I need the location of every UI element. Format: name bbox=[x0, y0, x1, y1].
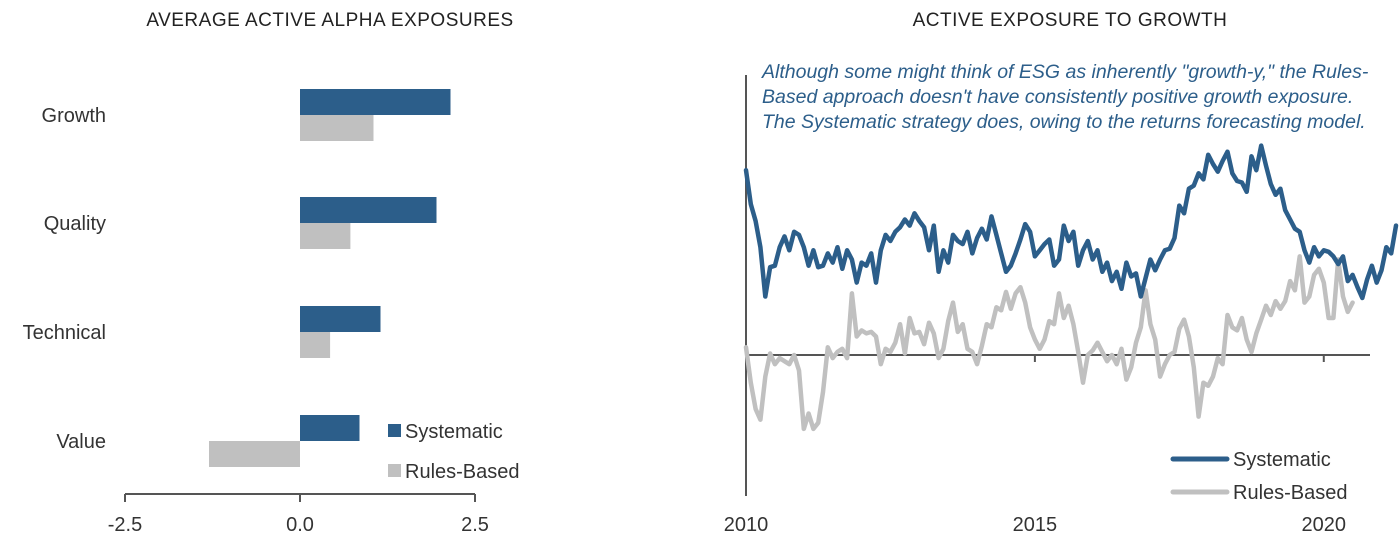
bar-value-rules-based bbox=[209, 441, 300, 467]
series-line-rules-based bbox=[743, 254, 1355, 432]
category-label: Value bbox=[56, 431, 106, 453]
category-label: Quality bbox=[44, 213, 106, 235]
bar-quality-rules-based bbox=[300, 223, 351, 249]
legend-label: Systematic bbox=[1233, 449, 1331, 471]
x-tick-label: 2.5 bbox=[461, 514, 489, 536]
growth-line-chart: 2010 2015 2020 Systematic Rules-Based bbox=[724, 75, 1399, 536]
legend-label: Systematic bbox=[405, 421, 503, 443]
bar-technical-rules-based bbox=[300, 332, 331, 358]
x-tick-label: 2010 bbox=[724, 514, 769, 536]
exposures-panel: AVERAGE ACTIVE ALPHA EXPOSURES Growth Qua… bbox=[0, 0, 660, 557]
category-label: Growth bbox=[42, 105, 106, 127]
legend-label: Rules-Based bbox=[1233, 482, 1348, 504]
bar-growth-rules-based bbox=[300, 115, 374, 141]
growth-chart-title: ACTIVE EXPOSURE TO GROWTH bbox=[912, 10, 1228, 31]
bar-value-systematic bbox=[300, 415, 360, 441]
series-line-systematic bbox=[743, 143, 1399, 301]
legend-swatch bbox=[388, 464, 401, 477]
exposures-bar-chart: Growth Quality Technical Value -2.5 0.0 2.5 Sys… bbox=[23, 89, 520, 536]
growth-panel: ACTIVE EXPOSURE TO GROWTH 2010 2015 2020 Sy… bbox=[660, 0, 1399, 557]
bar-growth-systematic bbox=[300, 89, 451, 115]
category-label: Technical bbox=[23, 322, 106, 344]
exposures-chart-title: AVERAGE ACTIVE ALPHA EXPOSURES bbox=[146, 10, 514, 31]
x-tick-label: 2020 bbox=[1302, 514, 1347, 536]
bar-technical-systematic bbox=[300, 306, 381, 332]
bar-quality-systematic bbox=[300, 197, 437, 223]
x-tick-label: 0.0 bbox=[286, 514, 314, 536]
legend-swatch bbox=[388, 424, 401, 437]
legend-label: Rules-Based bbox=[405, 461, 520, 483]
x-tick-label: -2.5 bbox=[108, 514, 142, 536]
growth-annotation: Although some might think of ESG as inhe… bbox=[762, 61, 1369, 133]
x-tick-label: 2015 bbox=[1013, 514, 1058, 536]
